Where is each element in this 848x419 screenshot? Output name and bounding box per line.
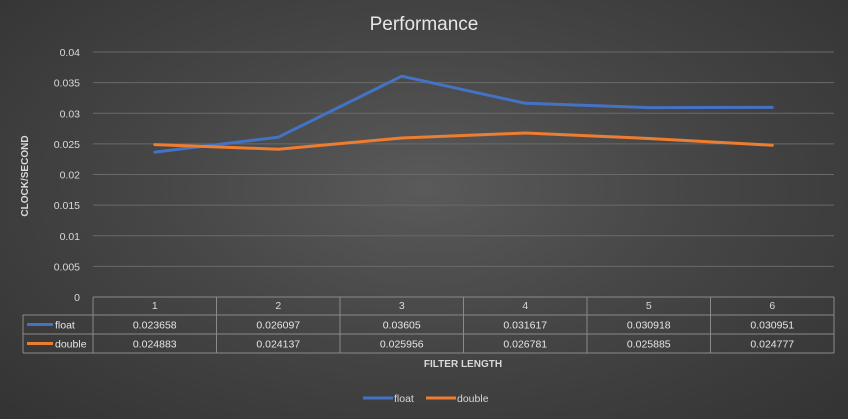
data-table: 1 2 3 4 5 6 float 0.023658 0.026097 0.03605 0.0316…	[22, 296, 835, 354]
y-tick-label: 0.035	[54, 78, 80, 90]
table-cell: 0.026781	[503, 339, 547, 351]
table-cell: 0.030951	[750, 320, 794, 332]
table-cell: 0.025956	[380, 339, 424, 351]
series-line-float	[153, 74, 774, 154]
y-axis-ticks: 0 0.005 0.01 0.015 0.02 0.025 0.03 0.035 0.04	[54, 47, 80, 304]
table-cell: 0.025885	[627, 339, 671, 351]
table-cell: 0.03605	[383, 320, 421, 332]
table-cell: 0.023658	[133, 320, 177, 332]
x-tick-label: 2	[275, 300, 281, 312]
table-cell: 0.024137	[256, 339, 300, 351]
y-tick-label: 0.03	[60, 108, 81, 120]
y-tick-label: 0.015	[54, 200, 80, 212]
table-series-name: double	[55, 339, 87, 351]
y-tick-label: 0.01	[60, 231, 81, 243]
y-tick-label: 0.025	[54, 139, 80, 151]
x-axis-title: FILTER LENGTH	[424, 359, 502, 370]
x-tick-label: 4	[522, 300, 528, 312]
x-tick-label: 5	[646, 300, 652, 312]
x-tick-label: 1	[152, 300, 158, 312]
series-lines	[153, 74, 774, 154]
table-cell: 0.026097	[256, 320, 300, 332]
chart-title: Performance	[370, 14, 479, 35]
y-tick-label: 0	[74, 292, 80, 304]
table-series-name: float	[55, 320, 75, 332]
series-line-double	[153, 131, 774, 151]
y-tick-label: 0.005	[54, 261, 80, 273]
legend: float double	[363, 393, 489, 405]
y-axis-title: CLOCK/SECOND	[20, 135, 31, 216]
table-cell: 0.024883	[133, 339, 177, 351]
y-tick-label: 0.02	[60, 170, 81, 182]
x-tick-label: 3	[399, 300, 405, 312]
table-cell: 0.031617	[503, 320, 547, 332]
table-cell: 0.024777	[750, 339, 794, 351]
legend-label: float	[394, 393, 414, 405]
legend-label: double	[457, 393, 489, 405]
x-tick-label: 6	[769, 300, 775, 312]
table-cell: 0.030918	[627, 320, 671, 332]
y-tick-label: 0.04	[60, 47, 81, 59]
